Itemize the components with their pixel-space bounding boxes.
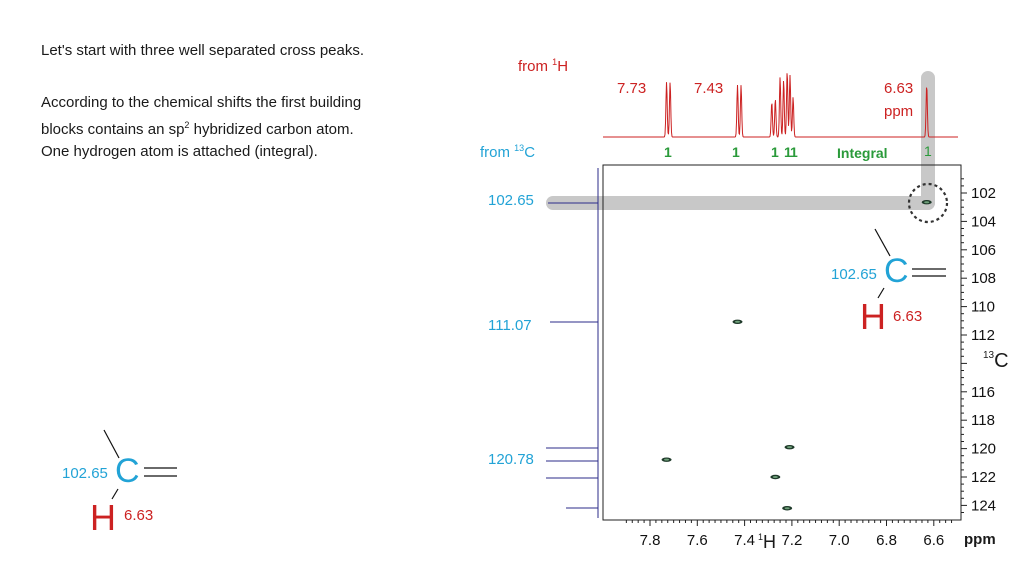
carbon-tick-label: 112 [971, 327, 995, 344]
fragment-structure-left [103, 429, 177, 500]
explanation-line-1: According to the chemical shifts the fir… [41, 94, 362, 111]
integral-value-6: 1 [924, 143, 932, 159]
cross-peak-core-1 [735, 320, 741, 323]
explanation-line-3: One hydrogen atom is attached (integral)… [41, 143, 318, 160]
fragment-h-shift-left: 6.63 [124, 507, 154, 524]
carbon-tick-label: 108 [971, 270, 996, 287]
cross-peaks [661, 200, 932, 511]
proton-tick-label: 7.4 [734, 532, 755, 549]
carbon-axis-label: 13C [983, 350, 1009, 372]
h-shift-label-3: 6.63 [884, 80, 914, 97]
proton-tick-label: 7.6 [687, 532, 708, 549]
fragment-structure-plot [874, 228, 946, 299]
explanation-line-2: blocks contains an sp2 hybridized carbon… [41, 120, 354, 138]
fragment-carbon-plot: C [884, 252, 909, 290]
proton-axis: 7.8 7.6 7.4 7.2 7.0 6.8 6.6 [625, 520, 953, 549]
carbon-tick-label: 104 [971, 213, 996, 230]
fragment-c-shift-plot: 102.65 [831, 266, 877, 283]
fragment-h-shift-plot: 6.63 [893, 308, 923, 325]
carbon-tick-label: 106 [971, 242, 996, 259]
fragment-carbon-left: C [115, 452, 140, 490]
plot-frame [602, 164, 962, 521]
proton-tick-label: 7.8 [640, 532, 661, 549]
integral-value-4: 1 [784, 144, 792, 160]
c-shift-label-1: 102.65 [488, 192, 534, 209]
cross-peak-core-2 [787, 446, 793, 449]
carbon-axis: 102 104 106 108 110 112 116 118 120 122 124 [960, 165, 996, 520]
integral-value-5: 1 [790, 144, 798, 160]
c-shift-label-3: 120.78 [488, 451, 534, 468]
integral-value-1: 1 [664, 144, 672, 160]
cross-peak-core-3 [772, 476, 778, 478]
from-carbon-label: from 13C [480, 143, 536, 161]
proton-tick-label: 7.0 [829, 532, 850, 549]
carbon-tick-label: 102 [971, 185, 996, 202]
cross-peak-core-0 [664, 458, 670, 461]
proton-tick-label: 7.2 [781, 532, 802, 549]
proton-axis-label: 1H [758, 532, 777, 552]
explanation-paragraph: According to the chemical shifts the fir… [41, 92, 461, 163]
carbon-tick-label: 116 [971, 384, 995, 401]
carbon-tick-label: 110 [971, 299, 995, 316]
integral-value-3: 1 [771, 144, 779, 160]
integral-label: Integral [837, 145, 888, 161]
cross-peak-core-5 [924, 201, 930, 204]
proton-spectrum-trace [603, 73, 958, 138]
h-shift-label-2: 7.43 [694, 80, 724, 97]
proton-tick-label: 6.8 [876, 532, 897, 549]
h-shift-label-1: 7.73 [617, 80, 647, 97]
intro-text: Let's start with three well separated cr… [41, 42, 365, 59]
carbon-tick-label: 118 [971, 412, 995, 429]
h-shift-unit: ppm [884, 103, 914, 120]
carbon-tick-label: 124 [971, 497, 996, 514]
proton-tick-label: 6.6 [923, 532, 944, 549]
cross-peak-core-4 [784, 507, 790, 510]
fragment-hydrogen-left: H [90, 497, 116, 538]
c-shift-label-2: 111.07 [488, 317, 532, 334]
fragment-c-shift-left: 102.65 [62, 465, 108, 482]
integral-value-2: 1 [732, 144, 740, 160]
highlight-circle [907, 182, 949, 224]
from-proton-label: from 1H [518, 57, 569, 75]
carbon-tick-label: 120 [971, 441, 996, 458]
highlight-bands [546, 71, 935, 210]
carbon-projection [546, 168, 599, 518]
carbon-tick-label: 122 [971, 469, 996, 486]
fragment-hydrogen-plot: H [860, 296, 886, 337]
proton-axis-unit: ppm [964, 531, 996, 548]
